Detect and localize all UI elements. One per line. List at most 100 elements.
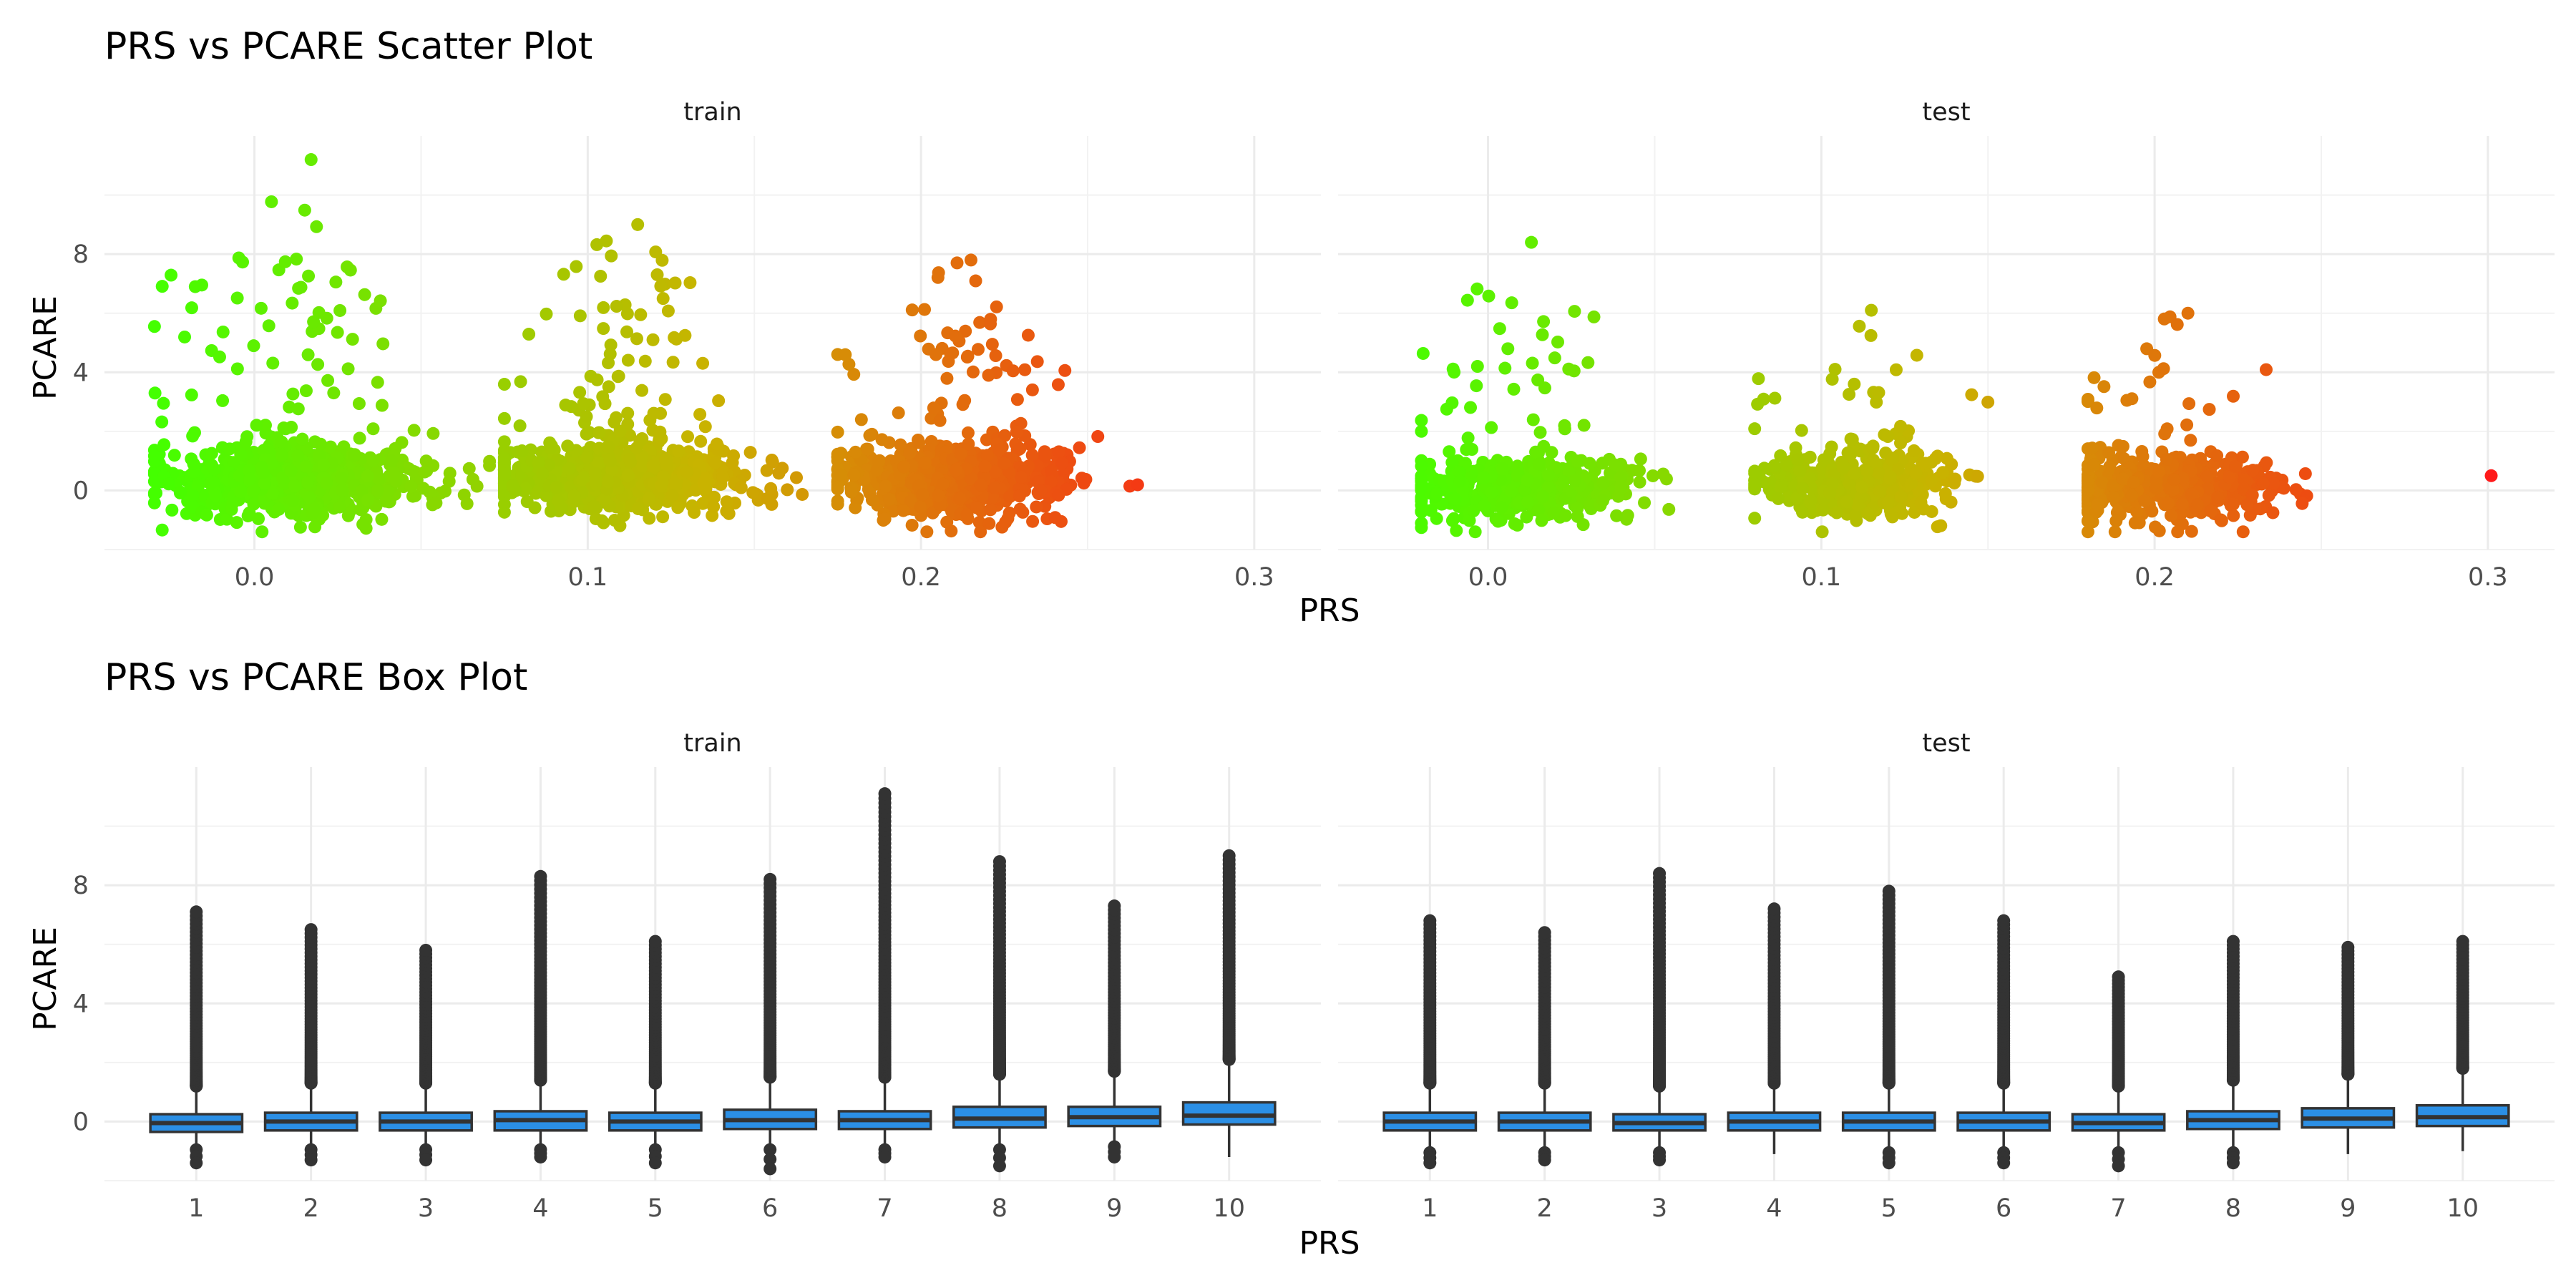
scatter-point (266, 356, 280, 370)
scatter-point (646, 459, 660, 472)
scatter-point (1013, 489, 1026, 503)
x-tick-label: 10 (1213, 1194, 1245, 1223)
scatter-point (1844, 447, 1858, 461)
scatter-point (265, 487, 279, 500)
scatter-point (358, 288, 371, 301)
scatter-point (883, 492, 897, 506)
scatter-point (588, 466, 602, 479)
scatter-point (208, 462, 221, 476)
scatter-point (905, 518, 919, 532)
scatter-point (1889, 363, 1903, 376)
scatter-point (989, 349, 1002, 363)
scatter-point (1507, 382, 1521, 396)
box-panel-test: 1 2 3 4 5 6 7 8 9 10 (1338, 767, 2555, 1223)
scatter-point (513, 419, 527, 433)
scatter-point (346, 333, 359, 346)
scatter-point (854, 413, 868, 426)
box-facet-test: test (1922, 729, 1970, 758)
scatter-point (302, 269, 316, 283)
scatter-point (1632, 464, 1646, 477)
x-tick-label: 3 (1652, 1194, 1667, 1223)
scatter-point (1052, 445, 1065, 459)
scatter-point (985, 338, 999, 351)
scatter-point (587, 499, 601, 513)
scatter-point (376, 337, 390, 351)
scatter-point (379, 494, 393, 508)
box-outlier (992, 855, 1006, 869)
scatter-point (1596, 457, 1609, 470)
box-outlier (1108, 899, 1121, 913)
scatter-point (2211, 490, 2225, 504)
scatter-point (2236, 525, 2250, 539)
scatter-point (716, 470, 730, 484)
scatter-point (2182, 397, 2196, 411)
scatter-point (2128, 516, 2142, 530)
scatter-point (1881, 496, 1895, 509)
scatter-point (147, 487, 161, 500)
scatter-point (621, 353, 635, 367)
scatter-point (577, 397, 590, 411)
scatter-point (875, 433, 889, 447)
scatter-point (1470, 360, 1484, 374)
scatter-point (764, 482, 778, 495)
scatter-point (371, 376, 384, 389)
scatter-panel-test: 0.0 0.1 0.2 0.3 (1338, 136, 2555, 592)
scatter-point (2152, 464, 2165, 478)
scatter-point (916, 488, 930, 502)
box-title: PRS vs PCARE Box Plot (104, 656, 527, 699)
scatter-point (656, 292, 670, 306)
scatter-point (426, 426, 440, 440)
scatter-point (272, 502, 286, 516)
y-tick-label: 0 (73, 1108, 89, 1136)
scatter-point (1415, 521, 1428, 535)
scatter-point (1415, 424, 1428, 438)
scatter-point (2125, 392, 2139, 406)
scatter-point (385, 454, 399, 468)
scatter-point (1910, 348, 1923, 362)
scatter-point (1018, 363, 1032, 376)
scatter-point (2266, 506, 2280, 519)
scatter-point (2185, 487, 2198, 501)
scatter-point (1848, 509, 1862, 522)
scatter-point (366, 422, 380, 436)
scatter-point (331, 326, 344, 339)
scatter-point (1010, 425, 1023, 439)
scatter-point (1052, 488, 1065, 502)
scatter-point (1477, 471, 1491, 484)
scatter-point (1077, 477, 1091, 490)
scatter-point (849, 445, 862, 459)
scatter-point (670, 332, 683, 346)
scatter-point (734, 481, 748, 494)
scatter-point (1468, 525, 1482, 539)
scatter-point (623, 452, 636, 466)
scatter-point (605, 249, 618, 263)
x-tick-label: 0.1 (568, 563, 608, 592)
scatter-point (1894, 436, 1908, 450)
scatter-point (2097, 380, 2111, 394)
scatter-point (406, 489, 419, 503)
scatter-point (185, 301, 198, 315)
scatter-point (2162, 497, 2175, 510)
scatter-point (2143, 375, 2157, 389)
scatter-point (950, 256, 964, 270)
box-outlier (304, 1153, 318, 1167)
x-tick-label: 4 (1766, 1194, 1782, 1223)
scatter-point (621, 469, 635, 482)
scatter-point (940, 371, 954, 385)
scatter-point (2246, 464, 2260, 477)
scatter-point (1460, 293, 1474, 307)
scatter-point (2200, 469, 2214, 483)
scatter-point (831, 447, 844, 461)
scatter-point (668, 276, 682, 290)
scatter-point (2210, 449, 2224, 462)
scatter-point (275, 435, 288, 449)
scatter-point (1914, 497, 1928, 510)
scatter-point (550, 481, 563, 494)
scatter-point (327, 386, 341, 400)
scatter-point (2227, 509, 2240, 522)
scatter-point (646, 333, 660, 346)
box-outlier (190, 1156, 203, 1170)
scatter-point (2091, 497, 2104, 511)
scatter-point (2175, 497, 2189, 511)
